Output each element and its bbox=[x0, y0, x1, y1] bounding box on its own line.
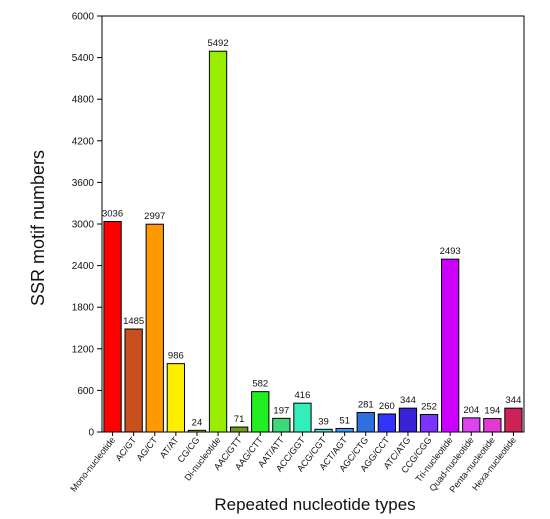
data-label: 416 bbox=[295, 390, 311, 401]
data-label: 582 bbox=[252, 379, 268, 390]
data-label: 51 bbox=[339, 415, 350, 426]
bar bbox=[272, 417, 291, 433]
bar bbox=[504, 407, 523, 433]
bar bbox=[440, 258, 460, 433]
y-tick-label: 1800 bbox=[72, 303, 95, 314]
bar bbox=[419, 414, 439, 433]
y-tick-label: 6000 bbox=[72, 12, 95, 23]
data-label: 194 bbox=[484, 406, 500, 417]
data-label: 5492 bbox=[207, 38, 228, 49]
bar bbox=[251, 391, 270, 433]
data-label: 3036 bbox=[102, 209, 123, 220]
y-tick-label: 5400 bbox=[72, 53, 95, 64]
data-label: 986 bbox=[168, 351, 184, 362]
bar bbox=[335, 427, 354, 433]
y-tick-label: 3600 bbox=[72, 178, 95, 189]
bar bbox=[356, 412, 375, 433]
data-label: 71 bbox=[234, 414, 245, 425]
y-tick-label: 4200 bbox=[72, 136, 95, 147]
data-label: 39 bbox=[318, 416, 329, 427]
bar bbox=[314, 428, 333, 433]
bar bbox=[124, 328, 143, 433]
y-tick-label: 1200 bbox=[72, 344, 95, 355]
bar bbox=[103, 221, 122, 433]
data-label: 252 bbox=[421, 402, 437, 413]
y-tick-label: 0 bbox=[88, 428, 94, 439]
data-label: 260 bbox=[379, 401, 395, 412]
y-tick-label: 600 bbox=[77, 386, 94, 397]
x-axis-title: Repeated nucleotide types bbox=[214, 495, 415, 514]
y-tick-label: 2400 bbox=[72, 261, 95, 272]
data-label: 2493 bbox=[440, 246, 461, 257]
data-label: 24 bbox=[192, 417, 203, 428]
bar bbox=[398, 407, 418, 433]
bar bbox=[166, 363, 186, 433]
bar bbox=[187, 429, 207, 433]
bar bbox=[377, 413, 397, 433]
y-tick-label: 4800 bbox=[72, 95, 95, 106]
bar bbox=[145, 223, 164, 433]
data-label: 197 bbox=[273, 405, 289, 416]
data-label: 204 bbox=[463, 405, 479, 416]
data-label: 2997 bbox=[144, 211, 165, 222]
bar bbox=[462, 417, 481, 433]
bar bbox=[229, 426, 249, 433]
bar bbox=[483, 418, 502, 433]
y-tick-label: 3000 bbox=[72, 220, 95, 231]
data-label: 344 bbox=[400, 395, 416, 406]
data-label: 281 bbox=[358, 400, 374, 411]
y-axis-title: SSR motif numbers bbox=[28, 150, 48, 306]
bar bbox=[293, 402, 312, 433]
bar bbox=[208, 50, 228, 433]
data-label: 344 bbox=[506, 395, 522, 406]
data-label: 1485 bbox=[123, 316, 144, 327]
